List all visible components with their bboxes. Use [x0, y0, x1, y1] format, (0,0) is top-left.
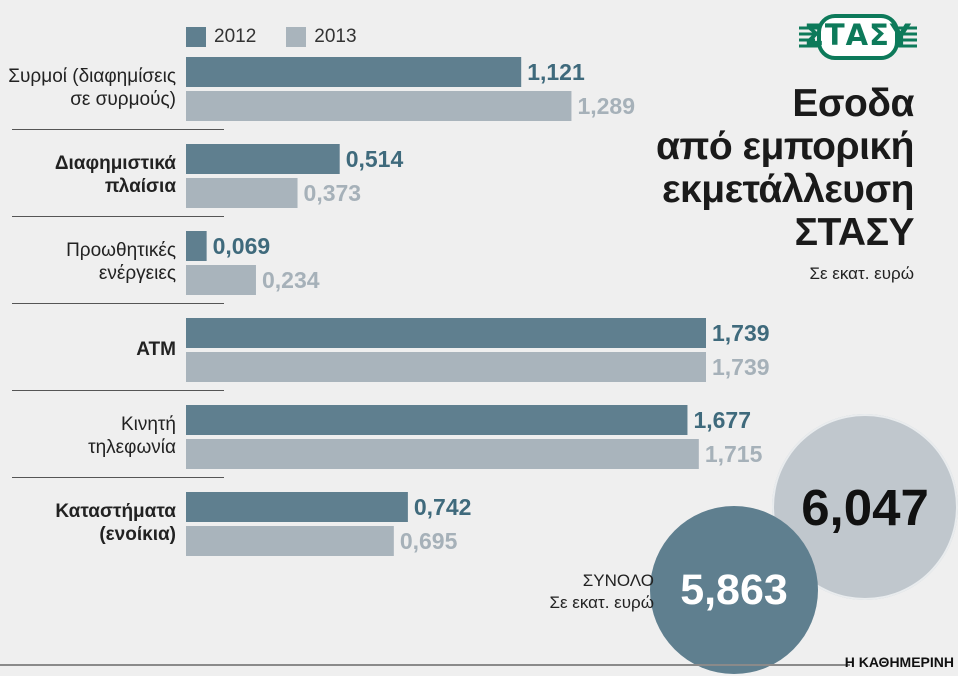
category-label: Κινητή τηλεφωνία	[0, 413, 176, 459]
bar-2012	[186, 57, 522, 87]
bar-2013	[186, 178, 298, 208]
data-label-2012: 0,742	[413, 494, 472, 520]
footer-rule	[0, 664, 850, 666]
data-label-2013: 1,289	[577, 93, 635, 119]
legend-label-2012: 2012	[214, 26, 257, 47]
bar-2013	[186, 352, 706, 382]
total-unit: Σε εκατ. ευρώ	[549, 593, 655, 612]
total-2012-circle: 5,863	[650, 506, 818, 674]
bar-2013	[186, 265, 256, 295]
chart-title-line: Εσοδα	[792, 82, 914, 125]
data-label-2012: 0,069	[212, 233, 271, 259]
bar-2012	[186, 144, 340, 174]
legend-swatch-2013	[286, 27, 307, 47]
logo-emblem-icon	[799, 14, 917, 60]
chart-title: Εσοδα από εμπορική εκμετάλλευση ΣΤΑΣΥ	[656, 82, 915, 254]
chart-subtitle: Σε εκατ. ευρώ	[809, 264, 915, 283]
data-label-2012: 0,514	[345, 146, 404, 172]
category-label: Διαφημιστικά πλαίσια	[0, 152, 176, 198]
bar-2012	[186, 231, 207, 261]
category-label: Συρμοί (διαφημίσεις σε συρμούς)	[0, 65, 176, 111]
legend: 2012 2013	[186, 26, 379, 48]
data-label-2013: 0,695	[399, 528, 458, 554]
category-label-line: ενέργειες	[98, 263, 176, 284]
category-label-line: ATM	[136, 338, 176, 360]
legend-label-2013: 2013	[314, 26, 357, 47]
total-label: ΣΥΝΟΛΟ Σε εκατ. ευρώ	[540, 570, 655, 614]
chart-title-line: από εμπορική	[656, 125, 915, 168]
group-divider	[12, 303, 224, 304]
category-label-line: Καταστήματα	[55, 501, 176, 522]
category-label-line: Συρμοί (διαφημίσεις	[8, 66, 176, 87]
chart-title-line: ΣΤΑΣΥ	[794, 211, 915, 254]
category-label-line: Διαφημιστικά	[54, 153, 176, 174]
category-label: Καταστήματα (ενοίκια)	[0, 500, 176, 546]
bar-2012	[186, 492, 408, 522]
data-label-2013: 1,715	[704, 441, 763, 467]
category-label-line: (ενοίκια)	[99, 524, 176, 545]
total-title: ΣΥΝΟΛΟ	[582, 571, 654, 590]
bar-2013	[186, 91, 572, 121]
data-label-2012: 1,739	[712, 320, 770, 346]
group-divider	[12, 216, 224, 217]
bar-2012	[186, 318, 706, 348]
group-divider	[12, 129, 224, 130]
data-label-2012: 1,677	[693, 407, 752, 433]
category-label: Προωθητικές ενέργειες	[0, 239, 176, 285]
group-divider	[12, 477, 224, 478]
group-divider	[12, 390, 224, 391]
bar-2013	[186, 439, 699, 469]
data-label-2012: 1,121	[527, 59, 585, 85]
source-credit: Η ΚΑΘΗΜΕΡΙΝΗ	[844, 654, 954, 670]
category-label-line: σε συρμούς)	[70, 89, 176, 110]
legend-swatch-2012	[186, 27, 206, 47]
category-label: ATM	[0, 338, 176, 361]
data-label-2013: 1,739	[712, 354, 770, 380]
data-label-2013: 0,373	[303, 180, 362, 206]
category-label-line: τηλεφωνία	[88, 437, 176, 458]
bar-2012	[186, 405, 688, 435]
category-label-line: Προωθητικές	[66, 240, 176, 261]
data-label-2013: 0,234	[261, 267, 320, 293]
category-label-line: πλαίσια	[104, 176, 176, 197]
category-label-line: Κινητή	[120, 414, 176, 435]
bar-2013	[186, 526, 394, 556]
stasy-logo: ΣΤΑΣΥ	[797, 10, 919, 66]
chart-title-line: εκμετάλλευση	[661, 168, 915, 211]
logo-text: ΣΤΑΣΥ	[804, 18, 912, 52]
